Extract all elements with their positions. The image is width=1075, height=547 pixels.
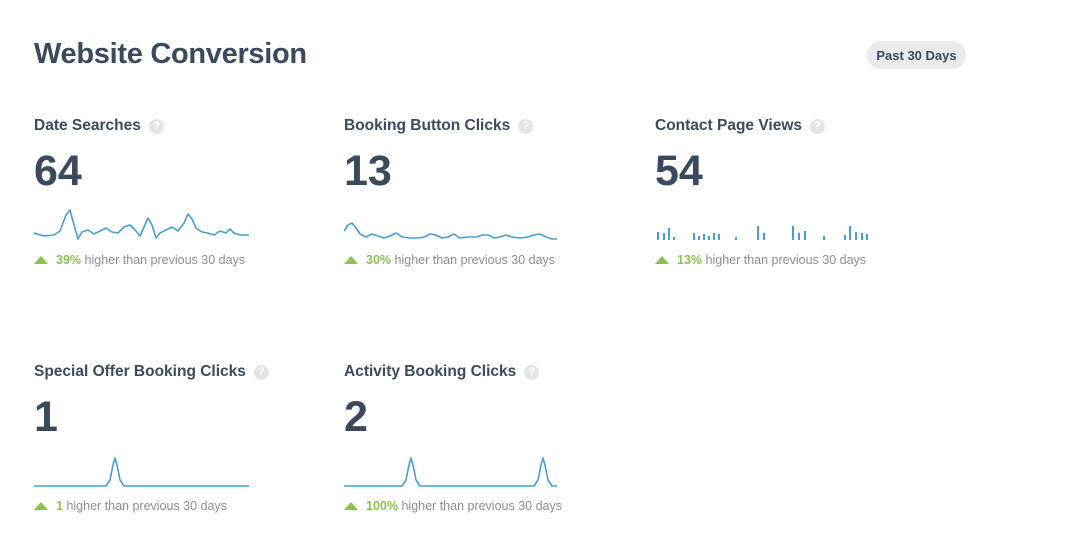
trend-up-icon	[34, 256, 48, 264]
metric-label: Special Offer Booking Clicks?	[34, 363, 269, 381]
metric-label: Booking Button Clicks?	[344, 117, 534, 135]
metric-card-activity-booking-clicks: Activity Booking Clicks? 2 100% higher t…	[344, 363, 584, 513]
trend-text: higher than previous 30 days	[705, 253, 867, 267]
trend-text: higher than previous 30 days	[401, 499, 562, 513]
trend-up-icon	[344, 502, 358, 510]
metric-label-text: Special Offer Booking Clicks	[34, 363, 246, 380]
trend-up-icon	[344, 256, 358, 264]
trend-percent: 1	[56, 499, 63, 513]
trend-indicator: 1 higher than previous 30 days	[34, 499, 227, 513]
trend-indicator: 30% higher than previous 30 days	[344, 253, 555, 267]
metric-value: 13	[344, 147, 392, 195]
trend-text: higher than previous 30 days	[394, 253, 556, 267]
trend-indicator: 39% higher than previous 30 days	[34, 253, 245, 267]
help-icon[interactable]: ?	[524, 365, 540, 380]
page-title: Website Conversion	[34, 38, 307, 70]
metric-card-special-offer-booking-clicks: Special Offer Booking Clicks? 1 1 higher…	[34, 363, 274, 513]
metric-label: Date Searches?	[34, 117, 164, 135]
metric-label-text: Activity Booking Clicks	[344, 363, 517, 380]
sparkline-line	[34, 457, 249, 487]
metric-label-text: Contact Page Views	[655, 117, 803, 134]
metric-label-text: Date Searches	[34, 117, 141, 134]
help-icon[interactable]: ?	[253, 365, 269, 380]
metric-value: 54	[655, 147, 703, 195]
sparkline-line	[34, 209, 249, 240]
trend-up-icon	[655, 256, 669, 264]
metric-value: 64	[34, 147, 82, 195]
sparkline-line	[344, 222, 557, 240]
sparkline-bars	[657, 226, 868, 240]
metric-label: Activity Booking Clicks?	[344, 363, 540, 381]
trend-indicator: 13% higher than previous 30 days	[655, 253, 866, 267]
metric-label-text: Booking Button Clicks	[344, 117, 511, 134]
metric-label: Contact Page Views?	[655, 117, 826, 135]
trend-percent: 100%	[366, 499, 398, 513]
trend-percent: 39%	[56, 253, 82, 267]
help-icon[interactable]: ?	[810, 119, 826, 134]
metric-card-date-searches: Date Searches? 64 39% higher than previo…	[34, 117, 274, 267]
trend-percent: 30%	[366, 253, 392, 267]
metric-card-booking-button-clicks: Booking Button Clicks? 13 30% higher tha…	[344, 117, 584, 267]
trend-text: higher than previous 30 days	[66, 499, 227, 513]
sparkline-line	[344, 457, 557, 487]
date-range-button[interactable]: Past 30 Days	[867, 41, 966, 69]
trend-text: higher than previous 30 days	[84, 253, 246, 267]
help-icon[interactable]: ?	[518, 119, 534, 134]
metric-value: 2	[344, 393, 368, 441]
metric-card-contact-page-views: Contact Page Views? 54	[655, 117, 895, 267]
trend-up-icon	[34, 502, 48, 510]
help-icon[interactable]: ?	[148, 119, 164, 134]
trend-percent: 13%	[677, 253, 703, 267]
metric-value: 1	[34, 393, 58, 441]
trend-indicator: 100% higher than previous 30 days	[344, 499, 562, 513]
